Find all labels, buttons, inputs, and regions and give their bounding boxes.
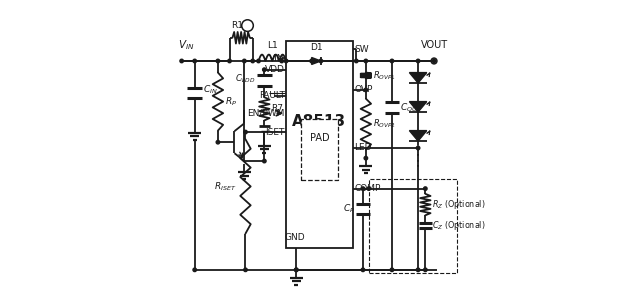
Text: $C_{IN}$: $C_{IN}$ bbox=[204, 84, 218, 96]
Circle shape bbox=[431, 58, 437, 64]
Circle shape bbox=[361, 268, 364, 271]
Text: COMP: COMP bbox=[354, 184, 380, 193]
Circle shape bbox=[251, 59, 254, 63]
Circle shape bbox=[244, 130, 247, 134]
Text: $C_Z$ (Optional): $C_Z$ (Optional) bbox=[432, 219, 486, 232]
Text: VOUT: VOUT bbox=[420, 40, 448, 50]
Circle shape bbox=[257, 59, 260, 63]
Circle shape bbox=[180, 59, 183, 63]
Circle shape bbox=[244, 268, 247, 271]
Circle shape bbox=[391, 268, 394, 271]
Text: $C_{OUT}$: $C_{OUT}$ bbox=[400, 101, 422, 114]
Text: $C_{VDD}$: $C_{VDD}$ bbox=[235, 72, 256, 85]
Text: $R_{OVP2}$: $R_{OVP2}$ bbox=[373, 118, 396, 130]
Polygon shape bbox=[312, 57, 321, 65]
Circle shape bbox=[424, 268, 427, 271]
Circle shape bbox=[391, 59, 394, 63]
Circle shape bbox=[310, 59, 314, 63]
Text: $V_{IN}$: $V_{IN}$ bbox=[178, 38, 195, 52]
Circle shape bbox=[417, 59, 420, 63]
Circle shape bbox=[263, 159, 266, 163]
Circle shape bbox=[354, 59, 358, 63]
Text: R7: R7 bbox=[272, 104, 283, 113]
Text: EN/PWM: EN/PWM bbox=[247, 109, 285, 118]
Text: ISET: ISET bbox=[265, 128, 285, 136]
Text: R1: R1 bbox=[231, 21, 243, 30]
Circle shape bbox=[319, 59, 322, 63]
Circle shape bbox=[417, 268, 420, 271]
Polygon shape bbox=[410, 102, 427, 112]
Circle shape bbox=[216, 59, 219, 63]
Text: PAD: PAD bbox=[310, 133, 329, 143]
Text: A8513: A8513 bbox=[293, 114, 347, 129]
Circle shape bbox=[417, 146, 420, 150]
Text: $R_{OVP1}$: $R_{OVP1}$ bbox=[373, 69, 396, 82]
Circle shape bbox=[294, 268, 298, 271]
Bar bbox=[301, 119, 338, 180]
Circle shape bbox=[193, 268, 197, 271]
Text: VIN: VIN bbox=[269, 54, 285, 62]
Circle shape bbox=[193, 59, 197, 63]
Circle shape bbox=[228, 59, 232, 63]
Text: $R_Z$ (Optional): $R_Z$ (Optional) bbox=[432, 198, 486, 211]
Circle shape bbox=[216, 141, 219, 144]
Text: SW: SW bbox=[354, 45, 369, 54]
Text: LED: LED bbox=[354, 144, 372, 152]
Text: $R_{ISET}$: $R_{ISET}$ bbox=[214, 180, 236, 193]
Text: FAULT: FAULT bbox=[259, 91, 285, 100]
Text: VDD: VDD bbox=[265, 65, 285, 74]
Text: OVP: OVP bbox=[354, 86, 373, 94]
Circle shape bbox=[432, 59, 436, 63]
Circle shape bbox=[263, 68, 266, 71]
Circle shape bbox=[294, 268, 298, 271]
Circle shape bbox=[367, 187, 371, 190]
Text: L1: L1 bbox=[267, 41, 278, 49]
Circle shape bbox=[364, 88, 368, 92]
Circle shape bbox=[364, 156, 368, 160]
Text: A: A bbox=[245, 21, 250, 30]
Circle shape bbox=[242, 20, 253, 31]
Text: GND: GND bbox=[284, 234, 305, 242]
Polygon shape bbox=[410, 73, 427, 83]
Text: D1: D1 bbox=[310, 43, 322, 52]
Circle shape bbox=[364, 59, 368, 63]
Circle shape bbox=[242, 59, 246, 63]
Text: $C_P$: $C_P$ bbox=[343, 203, 355, 215]
Bar bbox=[286, 41, 353, 248]
Polygon shape bbox=[410, 131, 427, 141]
Text: $R_P$: $R_P$ bbox=[226, 95, 238, 108]
Circle shape bbox=[280, 59, 284, 63]
Circle shape bbox=[424, 187, 427, 190]
Circle shape bbox=[361, 187, 364, 190]
Bar bbox=[369, 179, 457, 273]
Circle shape bbox=[284, 59, 288, 63]
